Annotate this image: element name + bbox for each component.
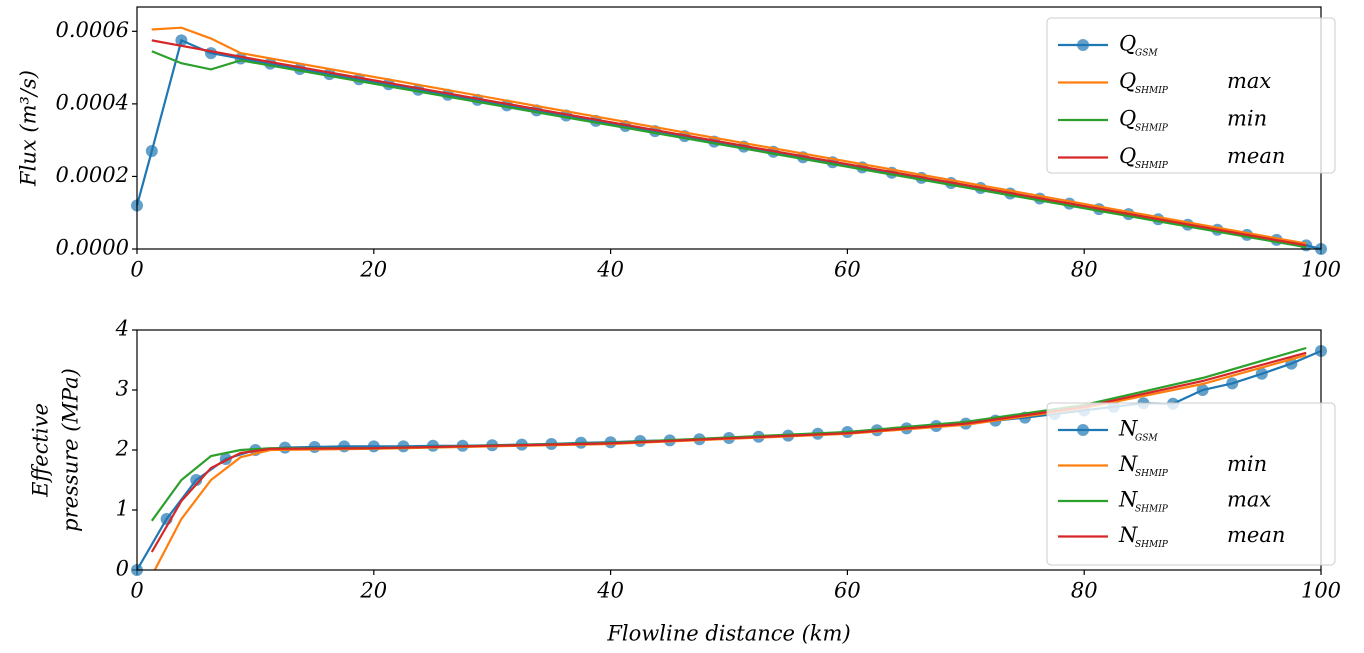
- legend-qualifier: mean: [1227, 523, 1285, 547]
- x-tick-label: 100: [1301, 258, 1341, 282]
- series-marker: [1196, 384, 1209, 396]
- x-axis-label: Flowline distance (km): [606, 622, 850, 646]
- legend-subscript: GSM: [1135, 434, 1158, 444]
- legend-label: Q: [1119, 107, 1136, 131]
- legend-box: [1046, 402, 1336, 566]
- legend-subscript: SHMIP: [1135, 161, 1169, 171]
- legend-label: N: [1118, 452, 1138, 476]
- series-line: [151, 26, 1307, 245]
- legend-subscript: GSM: [1135, 49, 1158, 59]
- x-tick-label: 0: [130, 258, 143, 282]
- y-tick-label: 2: [115, 437, 129, 461]
- legend-subscript: SHMIP: [1135, 505, 1169, 515]
- y-tick-label: 0.0000: [56, 236, 129, 260]
- x-tick-label: 40: [596, 579, 624, 603]
- x-tick-label: 60: [834, 579, 861, 603]
- legend-label: N: [1118, 488, 1138, 512]
- x-tick-label: 80: [1071, 258, 1098, 282]
- x-tick-label: 80: [1071, 579, 1098, 603]
- y-tick-label: 4: [115, 317, 129, 341]
- legend-qualifier: max: [1227, 488, 1271, 512]
- x-tick-label: 100: [1301, 579, 1341, 603]
- y-tick-label: 0.0004: [56, 90, 129, 114]
- legend-marker: [1077, 39, 1089, 51]
- series-marker: [397, 440, 410, 453]
- x-tick-label: 0: [130, 579, 143, 603]
- x-tick-label: 40: [596, 258, 624, 282]
- legend-label: N: [1118, 417, 1138, 441]
- x-tick-label: 60: [834, 258, 861, 282]
- legend-subscript: SHMIP: [1135, 124, 1169, 134]
- y-tick-label: 0: [116, 557, 129, 581]
- y-tick-label: 1: [116, 497, 129, 521]
- legend-label: Q: [1119, 32, 1136, 56]
- y-axis-label: Effective: [29, 403, 53, 498]
- x-tick-label: 20: [359, 258, 387, 282]
- legend-marker: [1077, 424, 1089, 436]
- series-marker: [367, 440, 380, 453]
- legend-box: [1046, 17, 1336, 174]
- series-marker: [308, 441, 321, 453]
- legend-qualifier: min: [1227, 107, 1267, 131]
- legend-label: Q: [1119, 69, 1136, 93]
- y-axis-label: Flux (m³/s): [17, 70, 41, 187]
- y-tick-label: 0.0006: [56, 18, 129, 42]
- y-tick-label: 0.0002: [56, 163, 129, 187]
- legend-label: Q: [1119, 144, 1136, 168]
- series-line: [151, 39, 1307, 247]
- legend-qualifier: min: [1227, 452, 1267, 476]
- series-marker: [190, 474, 203, 486]
- series-marker: [338, 440, 351, 453]
- series-marker: [1255, 367, 1268, 380]
- series-marker: [175, 34, 188, 47]
- x-tick-label: 20: [359, 579, 387, 603]
- legend-qualifier: mean: [1227, 144, 1285, 168]
- legend-label: N: [1118, 523, 1138, 547]
- series-line: [151, 50, 1307, 249]
- legend-subscript: SHMIP: [1135, 469, 1169, 479]
- legend-qualifier: max: [1227, 69, 1271, 93]
- y-axis-label: pressure (MPa): [59, 368, 83, 532]
- legend-subscript: SHMIP: [1135, 540, 1169, 550]
- legend-subscript: SHMIP: [1135, 86, 1169, 96]
- y-tick-label: 3: [116, 377, 129, 401]
- series-marker: [145, 145, 158, 158]
- series-marker: [1226, 377, 1239, 390]
